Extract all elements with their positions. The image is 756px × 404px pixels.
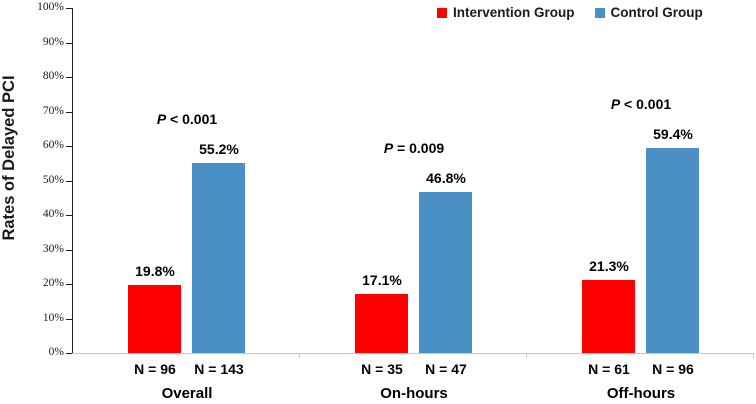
legend-swatch-control-icon [594,7,605,18]
p-value-label-off-hours: P < 0.001 [581,96,701,112]
bar-intervention-group-on-hours [355,294,408,353]
y-axis-tick-mark [66,180,73,182]
p-italic-symbol: P [156,111,167,127]
x-axis-line [72,353,754,354]
sample-size-label-intervention-group-on-hours: N = 35 [361,361,403,377]
sample-size-label-control-group-off-hours: N = 96 [652,361,694,377]
p-value-text: < 0.001 [620,96,672,112]
y-axis-tick-label: 10% [42,311,64,324]
legend-swatch-intervention-icon [437,7,447,18]
category-label-overall: Overall [161,385,213,402]
bar-intervention-group-off-hours [582,280,635,353]
legend-label-intervention: Intervention Group [453,5,575,20]
p-value-text: < 0.001 [166,111,218,127]
y-axis-tick-mark [66,249,73,251]
bar-value-label-control-group-overall: 55.2% [199,141,239,157]
p-italic-symbol: P [383,140,394,156]
y-axis-tick-label: 80% [42,70,64,82]
y-axis-tick-label: 20% [42,277,64,289]
y-axis-tick-label: 0% [48,346,64,358]
y-axis-tick-mark [66,77,73,78]
y-axis-tick-mark [66,146,73,147]
y-axis-tick-label: 100% [37,1,64,13]
p-italic-symbol: P [610,96,621,112]
p-value-label-overall: P < 0.001 [127,111,247,127]
bar-control-group-off-hours [646,148,699,353]
x-axis-tick-mark [299,354,300,358]
x-axis-tick-mark [526,354,527,358]
sample-size-label-intervention-group-overall: N = 96 [134,361,176,377]
legend-item-intervention-group: Intervention Group [437,5,575,20]
y-axis-tick-label: 30% [42,242,64,255]
y-axis-tick-mark [66,8,73,9]
y-axis-tick-mark [66,284,73,285]
bar-control-group-on-hours [419,192,472,353]
bar-value-label-control-group-off-hours: 59.4% [653,126,693,142]
bar-value-label-intervention-group-off-hours: 21.3% [589,258,629,274]
y-axis-tick-label: 40% [42,208,64,220]
x-axis-tick-mark [753,354,754,358]
sample-size-label-control-group-on-hours: N = 47 [425,361,467,377]
p-value-text: = 0.009 [393,140,445,156]
legend-label-control: Control Group [610,5,703,20]
chart-legend: Intervention Group Control Group [437,5,703,20]
legend-item-control-group: Control Group [594,5,703,20]
bar-control-group-overall [192,163,245,353]
bar-intervention-group-overall [128,285,181,353]
sample-size-label-intervention-group-off-hours: N = 61 [588,361,630,377]
p-value-label-on-hours: P = 0.009 [354,140,474,156]
y-axis-tick-label: 50% [42,173,64,186]
y-axis-tick-mark [66,353,73,354]
y-axis-tick-label: 70% [42,104,64,117]
y-axis-tick-mark [66,318,73,320]
bar-value-label-intervention-group-overall: 19.8% [135,263,175,279]
y-axis-tick-mark [66,111,73,113]
bar-value-label-control-group-on-hours: 46.8% [426,170,466,186]
y-axis-tick-label: 90% [42,35,64,48]
y-axis-tick-label: 60% [42,139,64,151]
sample-size-label-control-group-overall: N = 143 [194,361,244,377]
y-axis-tick-mark [66,215,73,216]
y-axis-tick-mark [66,42,73,44]
category-label-off-hours: Off-hours [606,385,676,402]
bar-value-label-intervention-group-on-hours: 17.1% [362,272,402,288]
y-axis-line [72,8,73,354]
category-label-on-hours: On-hours [380,385,448,402]
